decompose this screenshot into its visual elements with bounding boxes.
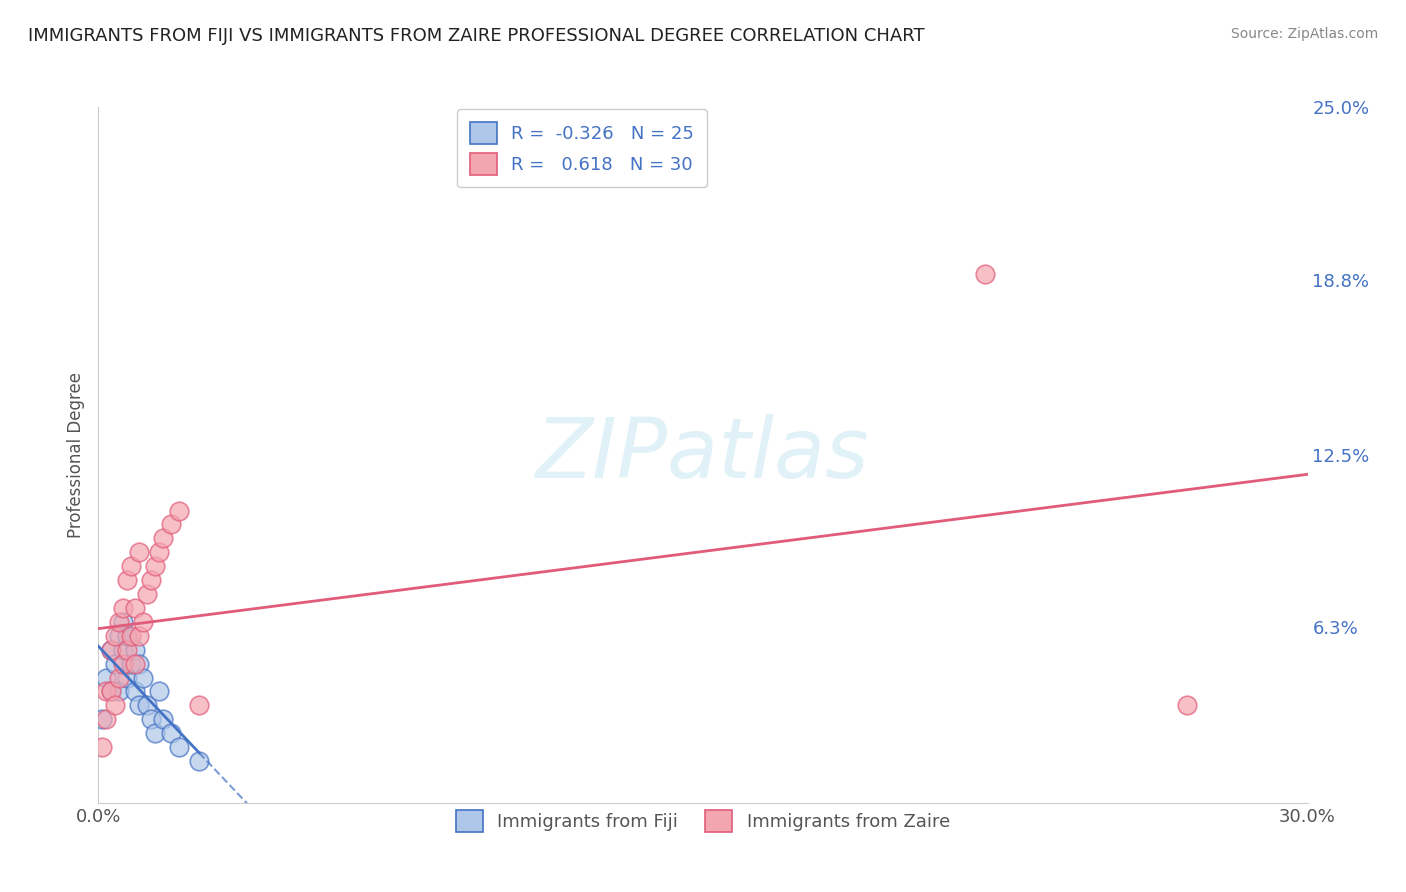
Point (120, 657, 142, 671)
Point (188, 698, 211, 713)
Point (103, 629, 125, 643)
Point (152, 532, 174, 546)
Point (96, 684, 118, 698)
Point (103, 657, 125, 671)
Text: ZIPatlas: ZIPatlas (536, 415, 870, 495)
Point (124, 601, 146, 615)
Point (152, 712, 174, 726)
Point (100, 684, 122, 698)
Point (132, 615, 155, 629)
Point (167, 503, 190, 517)
Point (135, 698, 157, 713)
Point (107, 684, 129, 698)
Point (120, 629, 142, 643)
Point (115, 629, 138, 643)
Point (111, 657, 134, 671)
Point (139, 573, 162, 587)
Point (974, 267, 997, 281)
Point (143, 559, 166, 574)
Point (128, 545, 150, 559)
Point (107, 629, 129, 643)
Point (100, 684, 122, 698)
Point (128, 629, 150, 643)
Text: IMMIGRANTS FROM FIJI VS IMMIGRANTS FROM ZAIRE PROFESSIONAL DEGREE CORRELATION CH: IMMIGRANTS FROM FIJI VS IMMIGRANTS FROM … (28, 27, 925, 45)
Point (132, 671, 155, 685)
Point (111, 601, 134, 615)
Point (135, 587, 157, 601)
Point (124, 642, 146, 657)
Legend: Immigrants from Fiji, Immigrants from Zaire: Immigrants from Fiji, Immigrants from Za… (446, 798, 960, 842)
Point (91, 712, 114, 726)
Point (111, 615, 134, 629)
Text: Source: ZipAtlas.com: Source: ZipAtlas.com (1230, 27, 1378, 41)
Point (148, 545, 170, 559)
Point (1175, 698, 1198, 713)
Point (100, 642, 122, 657)
Y-axis label: Professional Degree: Professional Degree (66, 372, 84, 538)
Point (111, 642, 134, 657)
Point (128, 657, 150, 671)
Point (103, 698, 125, 713)
Point (148, 684, 170, 698)
Point (120, 559, 142, 574)
Point (139, 712, 162, 726)
Point (96, 671, 118, 685)
Point (115, 642, 138, 657)
Point (115, 671, 138, 685)
Point (115, 573, 138, 587)
Point (91, 740, 114, 755)
Point (100, 642, 122, 657)
Point (124, 657, 146, 671)
Point (167, 740, 190, 755)
Point (143, 726, 166, 740)
Point (96, 712, 118, 726)
Point (128, 698, 150, 713)
Point (107, 615, 129, 629)
Point (188, 754, 211, 768)
Point (160, 517, 183, 532)
Point (107, 671, 129, 685)
Point (124, 684, 146, 698)
Point (160, 726, 183, 740)
